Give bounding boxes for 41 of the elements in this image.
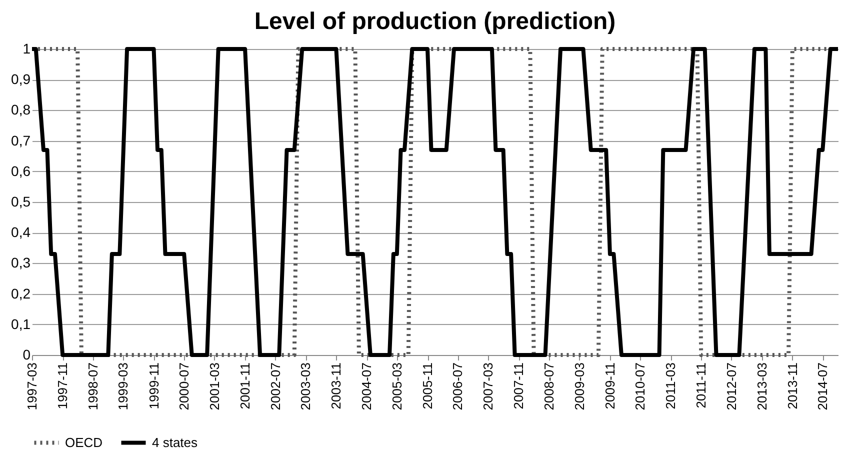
x-tick-label: 1999-11: [146, 362, 162, 410]
x-tick-label: 2009-03: [572, 362, 587, 410]
x-tick-label: 2001-11: [238, 362, 253, 410]
x-tick-label: 2003-11: [328, 362, 344, 410]
y-tick-label: 0,7: [11, 132, 31, 148]
x-tick-label: 2007-03: [480, 362, 496, 410]
x-tick-label: 2013-03: [754, 362, 770, 410]
y-tick-label: 0,6: [11, 162, 31, 179]
x-tick-label: 2006-07: [450, 362, 466, 410]
x-tick-label: 2008-07: [542, 362, 557, 410]
y-tick-label: 0,5: [11, 194, 31, 210]
x-tick-label: 2001-03: [206, 362, 222, 410]
y-tick-label: 0: [22, 346, 31, 362]
y-tick-label: 0,4: [11, 224, 31, 240]
x-tick-label: 2007-11: [511, 362, 526, 410]
x-tick-label: 2005-11: [420, 362, 436, 410]
x-tick-label: 2014-07: [815, 362, 830, 410]
x-tick-label: 1998-07: [85, 362, 100, 410]
y-tick-label: 0,9: [11, 71, 31, 88]
y-tick-label: 0,3: [11, 254, 31, 271]
x-tick-label: 1997-03: [24, 362, 40, 410]
x-tick-label: 2011-11: [694, 362, 709, 408]
x-tick-label: 2005-03: [389, 362, 404, 410]
legend-label: OECD: [65, 434, 103, 450]
y-tick-label: 0,2: [11, 285, 31, 302]
y-tick-label: 1: [22, 40, 31, 56]
y-tick-label: 0,8: [11, 102, 31, 118]
x-tick-label: 2011-03: [663, 362, 678, 410]
chart-title: Level of production (prediction): [254, 8, 616, 35]
x-tick-label: 2002-07: [268, 362, 283, 410]
x-tick-label: 2012-07: [724, 362, 739, 410]
x-tick-label: 2000-07: [176, 362, 192, 410]
x-tick-label: 2003-03: [298, 362, 314, 410]
x-tick-label: 2010-07: [632, 362, 648, 410]
legend-label: 4 states: [152, 434, 198, 450]
x-tick-label: 1997-11: [55, 362, 70, 410]
x-tick-label: 1999-03: [116, 362, 131, 410]
x-tick-label: 2004-07: [359, 362, 374, 410]
x-tick-label: 2009-11: [602, 362, 618, 410]
x-tick-label: 2013-11: [784, 362, 800, 410]
y-tick-label: 0,1: [11, 316, 31, 332]
